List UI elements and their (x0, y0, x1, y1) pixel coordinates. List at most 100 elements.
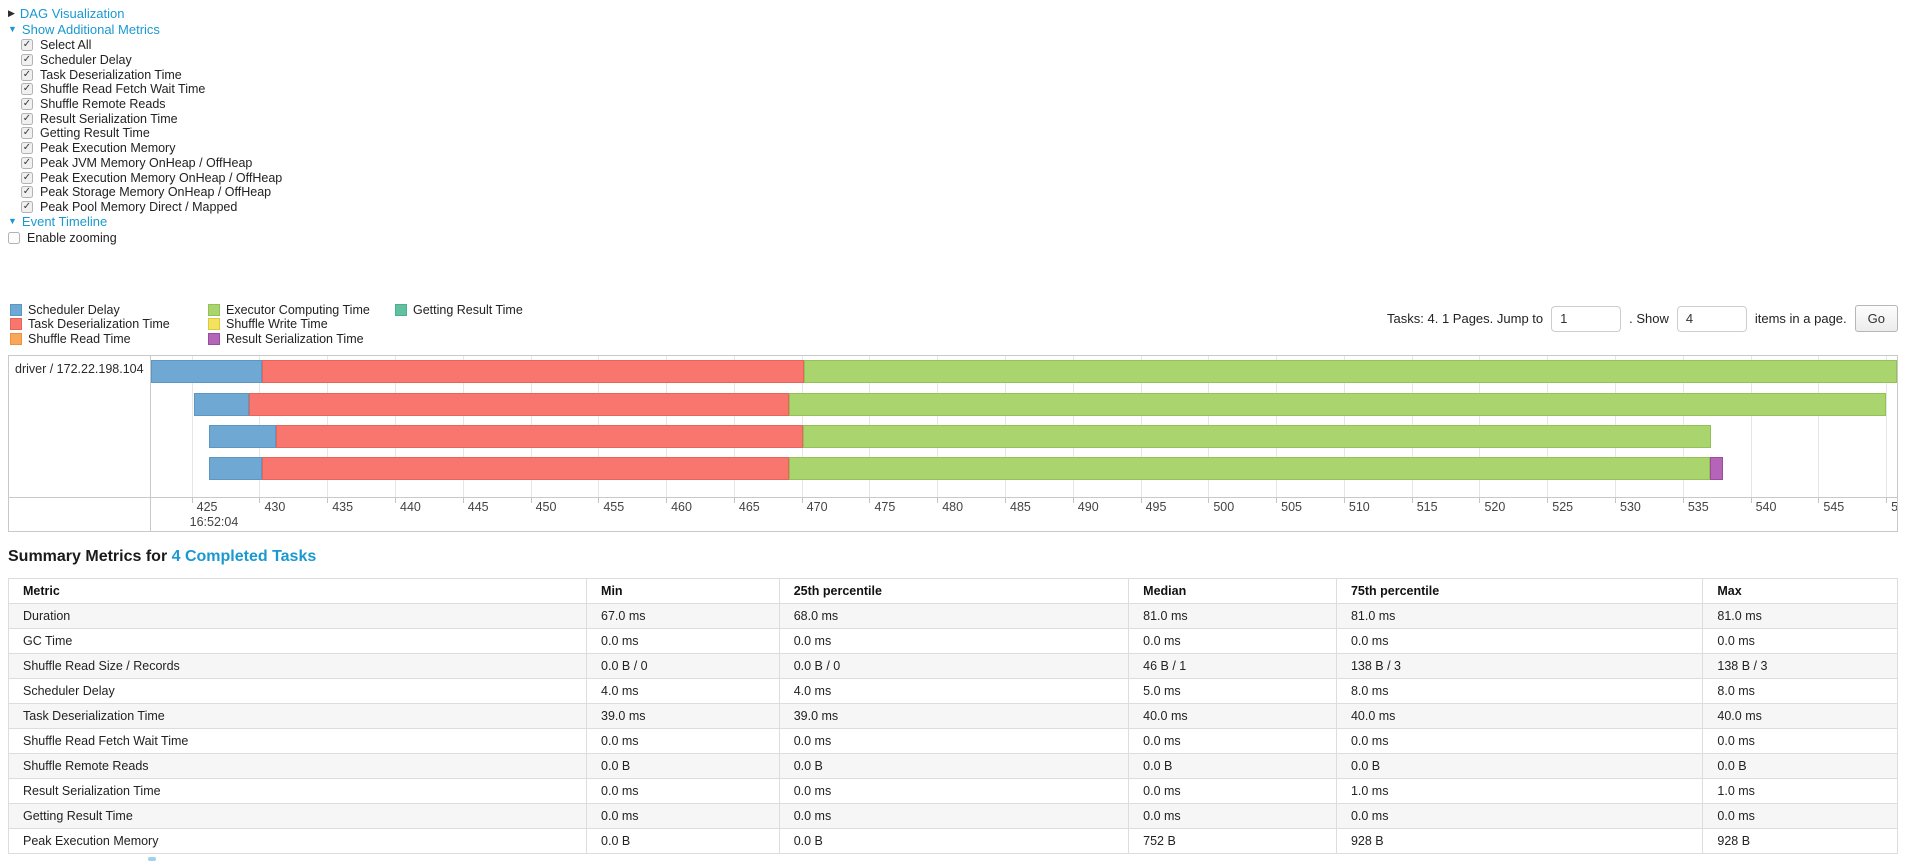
checked-checkbox-icon[interactable]: ✓ (21, 98, 33, 111)
additional-metrics-checkbox-list: ✓ Select All ✓ Scheduler Delay ✓ Task Deseria… (21, 38, 1907, 214)
legend-item: Shuffle Read Time (10, 332, 184, 346)
metric-checkbox-row: ✓ Select All (21, 38, 1907, 53)
event-timeline-toggle[interactable]: ▼ Event Timeline (8, 214, 1907, 229)
checked-checkbox-icon[interactable]: ✓ (21, 142, 33, 155)
metric-value-cell: 8.0 ms (1335, 678, 1704, 705)
checked-checkbox-icon[interactable]: ✓ (21, 171, 33, 184)
metric-checkbox-label: Shuffle Read Fetch Wait Time (40, 82, 206, 97)
summary-column-header: Max (1702, 578, 1898, 605)
task-bar-segment-scheduler-delay[interactable] (151, 360, 263, 384)
metric-value-cell: 0.0 ms (778, 803, 1130, 830)
summary-table-row: Shuffle Read Size / Records 0.0 B / 0 0.0 … (7, 653, 1898, 680)
task-bar-segment-scheduler-delay[interactable] (209, 457, 263, 481)
axis-tick-label: 450 (535, 500, 557, 515)
task-bar-segment-task-deserialization[interactable] (262, 457, 790, 481)
metric-value-cell: 0.0 ms (1335, 728, 1704, 755)
axis-tick-label: 475 (874, 500, 896, 515)
enable-zooming-row: Enable zooming (8, 230, 1907, 245)
checked-checkbox-icon[interactable]: ✓ (21, 54, 33, 67)
dag-visualization-toggle[interactable]: ▶ DAG Visualization (8, 6, 1907, 21)
task-bar-segment-scheduler-delay[interactable] (194, 392, 249, 416)
timeline-axis-left-cell (9, 497, 151, 532)
legend-item: Result Serialization Time (208, 332, 371, 346)
axis-tick-label: 550 (1891, 500, 1897, 514)
axis-tick (1208, 498, 1210, 504)
metric-value-cell: 0.0 ms (1335, 803, 1704, 830)
task-bar-segment-scheduler-delay[interactable] (209, 424, 276, 448)
task-bar-segment-executor-computing[interactable] (804, 360, 1897, 384)
timeline-time-axis: 425 430 435 440 445 450 455 460 465 470 475 480 485 4… (151, 497, 1897, 531)
axis-tick (1547, 498, 1549, 504)
metric-value-cell: 0.0 B / 0 (586, 653, 780, 680)
metric-value-cell: 0.0 ms (1702, 803, 1898, 830)
axis-tick (1411, 498, 1413, 504)
checked-checkbox-icon[interactable]: ✓ (21, 156, 33, 169)
checked-checkbox-icon[interactable]: ✓ (21, 39, 33, 52)
enable-zooming-checkbox[interactable] (8, 231, 20, 244)
metric-value-cell: 138 B / 3 (1335, 653, 1704, 680)
metric-value-cell: 1.0 ms (1335, 778, 1704, 805)
task-bar-segment-task-deserialization[interactable] (262, 360, 805, 384)
summary-column-header: Metric (7, 578, 588, 605)
timeline-gridline (1886, 356, 1888, 498)
task-bar-segment-task-deserialization[interactable] (275, 424, 804, 448)
task-bar-segment-executor-computing[interactable] (789, 392, 1887, 416)
axis-tick-label: 425 (196, 500, 218, 515)
checked-checkbox-icon[interactable]: ✓ (21, 200, 33, 213)
jump-to-page-input[interactable] (1551, 305, 1622, 332)
legend-item: Executor Computing Time (208, 303, 371, 317)
task-bar-segment-executor-computing[interactable] (789, 457, 1710, 481)
task-bar-segment-executor-computing[interactable] (803, 424, 1712, 448)
legend-item: Task Deserialization Time (10, 317, 184, 331)
show-additional-metrics-label: Show Additional Metrics (21, 22, 160, 37)
metric-name-cell: Shuffle Read Fetch Wait Time (7, 728, 588, 755)
axis-time-label: 16:52:04 (189, 515, 239, 530)
timeline-plot-area[interactable] (151, 356, 1897, 498)
go-button[interactable]: Go (1854, 305, 1898, 333)
metric-checkbox-row: ✓ Result Serialization Time (21, 111, 1907, 126)
timeline-toolbar: Scheduler Delay Task Deserialization Time… (10, 303, 1898, 349)
axis-tick-label: 455 (603, 500, 625, 515)
metric-value-cell: 81.0 ms (1128, 603, 1337, 630)
axis-tick-label: 525 (1552, 500, 1574, 515)
metric-name-cell: Scheduler Delay (7, 678, 588, 705)
metric-value-cell: 40.0 ms (1335, 703, 1704, 730)
axis-tick (259, 498, 261, 504)
axis-tick-label: 545 (1823, 500, 1845, 515)
legend-column: Getting Result Time (395, 303, 523, 345)
expanded-arrow-icon: ▼ (8, 24, 17, 34)
metric-name-cell: Result Serialization Time (7, 778, 588, 805)
summary-heading-prefix: Summary Metrics for (8, 548, 172, 566)
checked-checkbox-icon[interactable]: ✓ (21, 127, 33, 140)
checked-checkbox-icon[interactable]: ✓ (21, 68, 33, 81)
axis-tick-label: 485 (1010, 500, 1031, 515)
checked-checkbox-icon[interactable]: ✓ (21, 112, 33, 125)
metric-value-cell: 0.0 ms (778, 778, 1130, 805)
metric-value-cell: 0.0 B (1702, 753, 1898, 780)
metric-value-cell: 0.0 ms (586, 628, 780, 655)
checked-checkbox-icon[interactable]: ✓ (21, 83, 33, 96)
task-bar-segment-task-deserialization[interactable] (248, 392, 790, 416)
summary-table-row: Peak Execution Memory 0.0 B 0.0 B 752 B 928 … (7, 828, 1898, 855)
timeline-legend: Scheduler Delay Task Deserialization Time… (10, 303, 523, 346)
summary-column-header: Median (1128, 578, 1337, 605)
task-bar-segment-result-serialization[interactable] (1709, 457, 1724, 481)
metric-checkbox-row: ✓ Getting Result Time (21, 126, 1907, 141)
items-per-page-input[interactable] (1676, 305, 1747, 332)
timeline-gridline (1818, 356, 1820, 498)
metric-checkbox-label: Scheduler Delay (40, 53, 132, 68)
show-additional-metrics-toggle[interactable]: ▼ Show Additional Metrics (8, 22, 1907, 37)
metric-value-cell: 0.0 B / 0 (778, 653, 1130, 680)
metric-name-cell: Duration (7, 603, 588, 630)
metric-name-cell: Shuffle Read Size / Records (7, 653, 588, 680)
metric-value-cell: 0.0 B (778, 753, 1130, 780)
axis-tick-label: 445 (467, 500, 489, 515)
metric-name-cell: GC Time (7, 628, 588, 655)
axis-tick (462, 498, 464, 504)
axis-tick-label: 465 (738, 500, 760, 515)
shuffle_write-swatch-icon (208, 318, 220, 331)
timeline-gridline (191, 356, 193, 498)
checked-checkbox-icon[interactable]: ✓ (21, 186, 33, 199)
completed-tasks-link[interactable]: 4 Completed Tasks (171, 548, 317, 566)
